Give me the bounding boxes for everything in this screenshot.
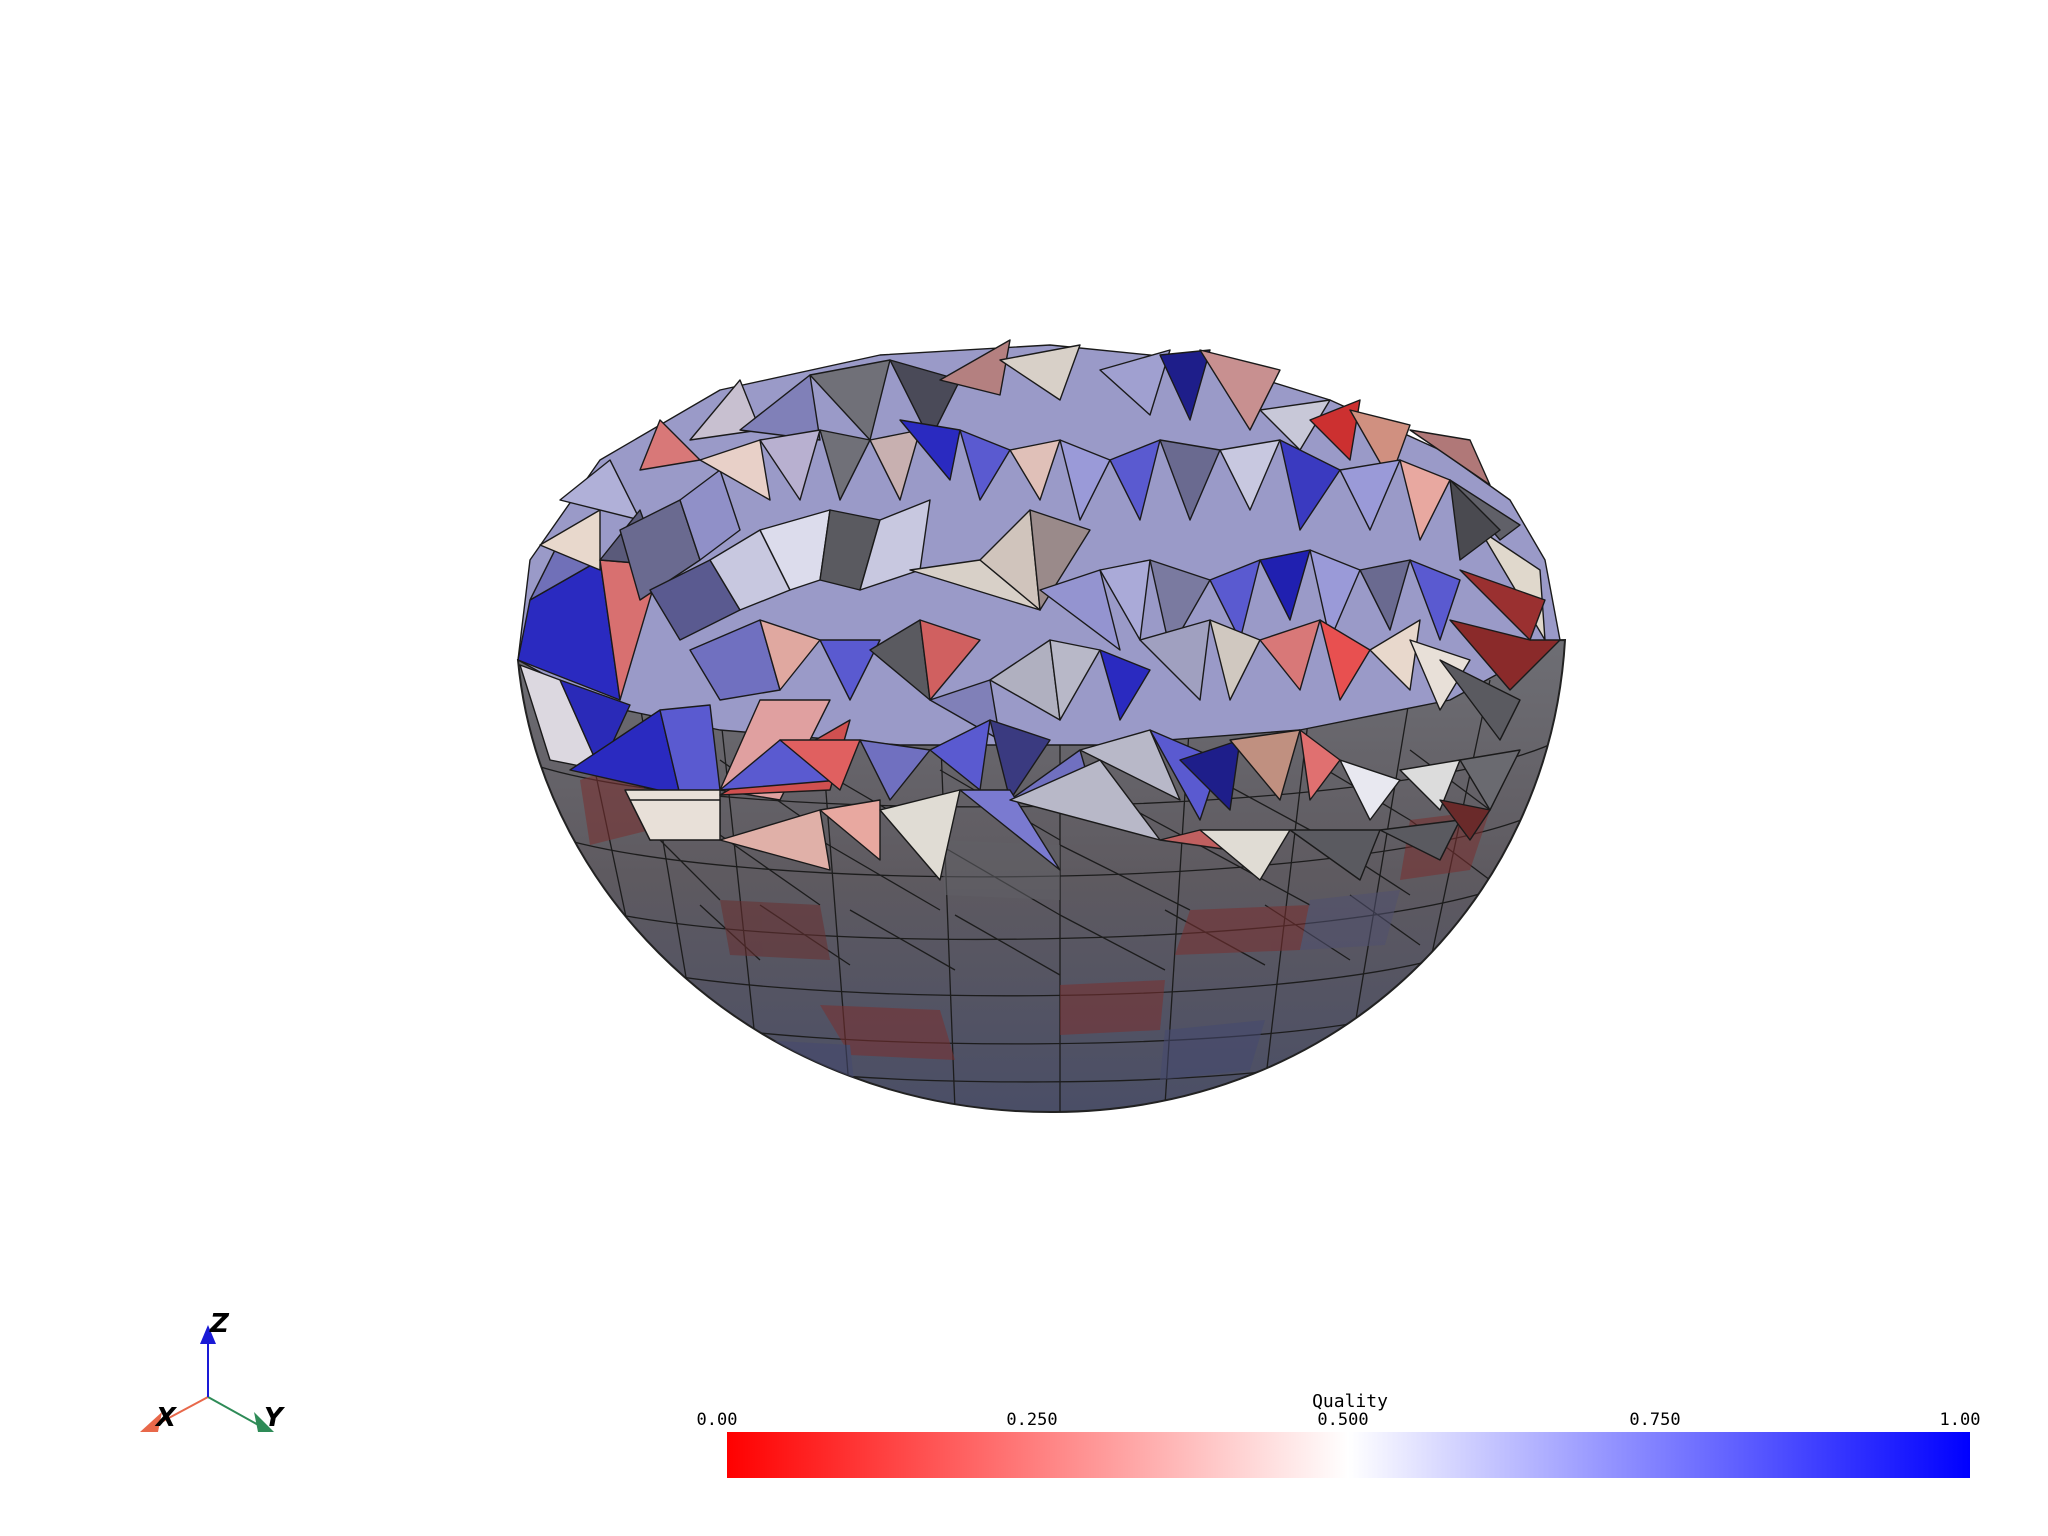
z-axis-label: Z bbox=[209, 1309, 230, 1339]
scalar-bar-tick-2: 0.500 bbox=[1317, 1410, 1368, 1430]
scalar-bar-tick-0: 0.00 bbox=[697, 1410, 738, 1430]
scalar-bar-gradient bbox=[727, 1432, 1970, 1478]
mesh-cut-surface[interactable] bbox=[517, 339, 1561, 881]
y-axis-line bbox=[207, 1396, 263, 1428]
scalar-bar-tick-3: 0.750 bbox=[1629, 1410, 1680, 1430]
scalar-bar-tick-1: 0.250 bbox=[1006, 1410, 1057, 1430]
scalar-bar[interactable]: Quality 0.00 0.250 0.500 0.750 1.00 bbox=[697, 1391, 1981, 1478]
scalar-bar-title: Quality bbox=[1312, 1391, 1388, 1412]
x-axis-arrowhead bbox=[140, 1412, 162, 1432]
y-axis-label: Y bbox=[264, 1403, 286, 1433]
z-axis-arrowhead bbox=[200, 1325, 216, 1344]
x-axis-label: X bbox=[154, 1403, 178, 1433]
scalar-bar-tick-4: 1.00 bbox=[1940, 1410, 1981, 1430]
axes-orientation-widget: X Y Z bbox=[140, 1309, 286, 1433]
x-axis-line bbox=[151, 1396, 209, 1428]
y-axis-arrowhead bbox=[254, 1412, 274, 1432]
